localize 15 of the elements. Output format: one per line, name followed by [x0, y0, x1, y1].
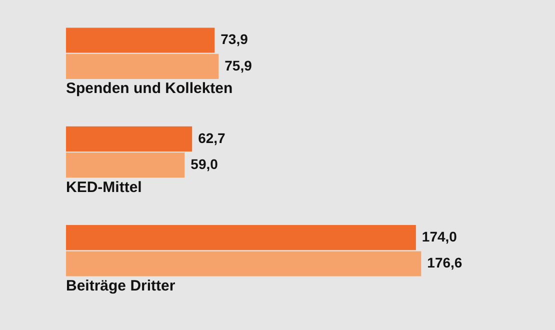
data-label: 75,9 — [224, 57, 252, 74]
y-tick-label: Spenden und Kollekten — [66, 80, 233, 98]
data-label: 62,7 — [198, 130, 226, 146]
y-tick-label: Beiträge Dritter — [66, 277, 176, 294]
bar — [66, 28, 215, 53]
bar — [66, 152, 185, 178]
y-tick-label: KED-Mittel — [66, 178, 142, 196]
bar — [66, 225, 416, 250]
bar — [66, 54, 219, 79]
data-label: 176,6 — [427, 254, 462, 271]
data-label: 59,0 — [190, 156, 218, 172]
bar — [66, 251, 422, 276]
data-label: 73,9 — [220, 31, 248, 48]
data-label: 174,0 — [422, 228, 458, 244]
bar — [66, 126, 192, 152]
